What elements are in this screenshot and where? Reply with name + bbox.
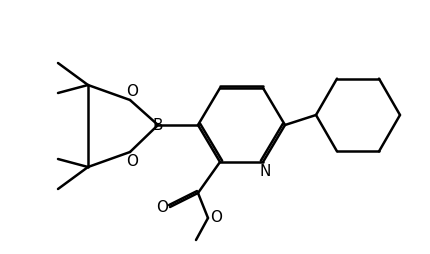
Text: O: O (210, 210, 222, 225)
Text: O: O (126, 153, 138, 168)
Text: B: B (153, 118, 163, 133)
Text: O: O (156, 199, 168, 214)
Text: O: O (126, 84, 138, 99)
Text: N: N (259, 164, 271, 179)
